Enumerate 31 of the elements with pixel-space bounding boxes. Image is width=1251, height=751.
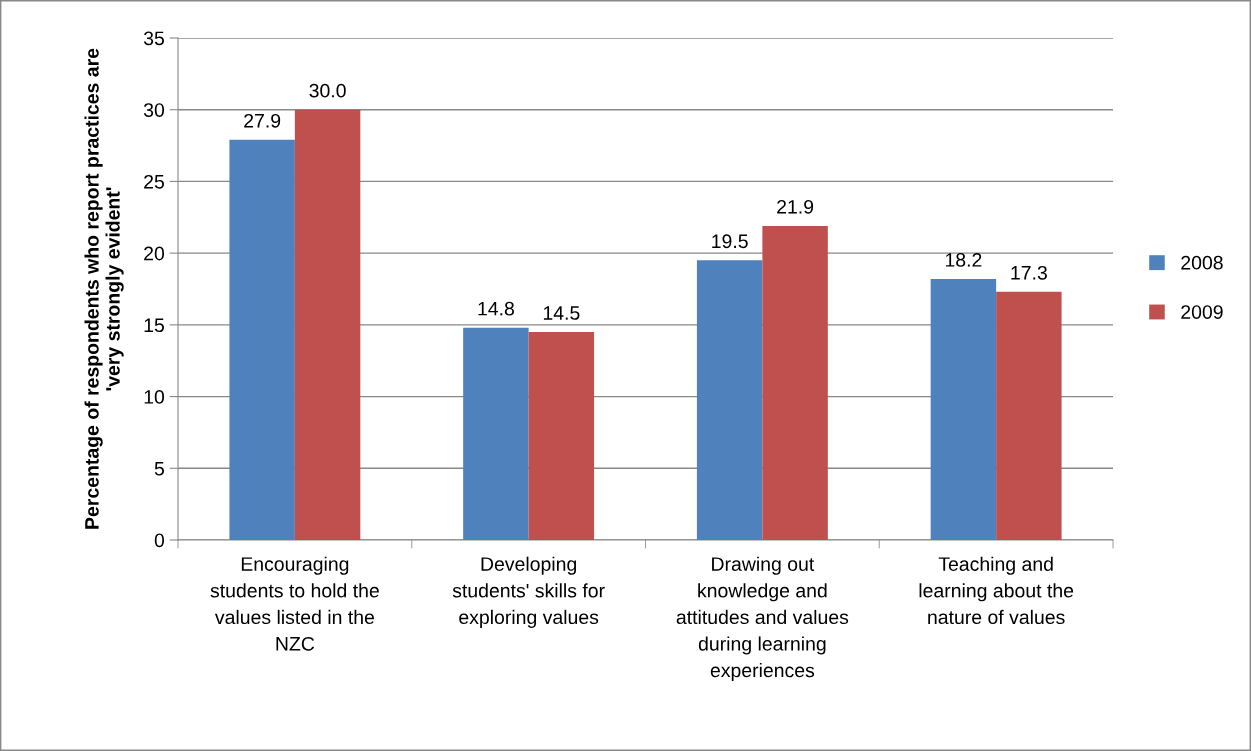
data-label: 17.3 [1011,265,1047,280]
x-tick-label: Teaching and learning about the nature of values [919,556,1074,625]
data-label: 14.5 [543,306,580,320]
data-label: 19.5 [712,234,748,249]
y-axis-title: Percentage of respondents who report practices are 'very strongly evident' [84,48,124,529]
data-label: 18.2 [945,253,982,267]
bar [294,109,361,540]
bar [762,225,828,540]
data-label: 30.0 [309,83,346,98]
y-tick-label: 10 [144,390,165,404]
bar [229,139,295,540]
y-tick-label: 35 [143,31,164,46]
bar [696,260,763,540]
data-label: 14.8 [478,301,514,316]
x-tick-label: Developing students' skills for exploring values [452,556,605,628]
y-tick-label: 25 [144,174,164,189]
y-tick-label: 30 [143,103,165,117]
legend-label: 2009 [1181,305,1223,319]
data-label: 27.9 [244,113,281,128]
y-tick-label: 20 [144,246,165,261]
data-label: 21.9 [777,199,814,214]
bar [996,291,1062,540]
bar [463,327,529,540]
bar [528,332,595,540]
y-tick-label: 5 [154,461,164,476]
y-tick-label: 0 [154,533,165,548]
bar [930,278,997,540]
y-tick-label: 15 [144,318,164,333]
legend-label: 2008 [1181,255,1223,270]
x-tick-label: Drawing out knowledge and attitudes and values during learning experiences [676,556,849,682]
x-tick-label: Encouraging students to hold the values listed in the NZC [210,556,379,651]
